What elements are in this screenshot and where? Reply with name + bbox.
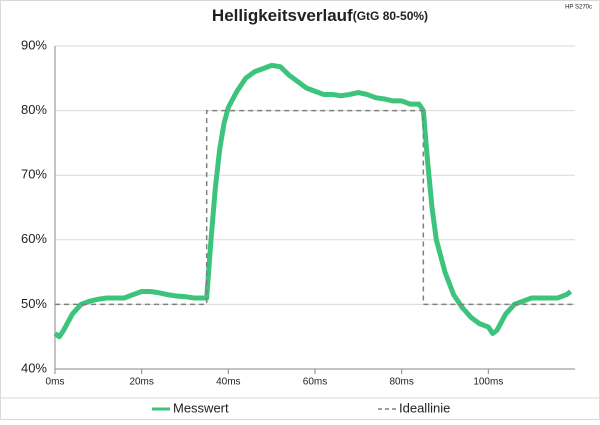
chart-title: Helligkeitsverlauf(GtG 80-50%) [212, 6, 428, 25]
title: Helligkeitsverlauf [212, 6, 353, 25]
x-tick-label: 80ms [389, 377, 413, 388]
y-tick-label: 80% [21, 102, 47, 117]
series-line [55, 109, 575, 306]
series-line [53, 62, 573, 340]
y-tick-label: 50% [21, 296, 47, 311]
device-note: HP S270c [565, 5, 592, 11]
x-tick-label: 40ms [216, 377, 240, 388]
x-tick-label: 60ms [303, 377, 327, 388]
x-tick-label: 100ms [473, 377, 503, 388]
y-tick-label: 40% [21, 360, 47, 375]
subtitle: (GtG 80-50%) [353, 9, 428, 23]
legend-label: Messwert [173, 400, 229, 415]
y-tick-label: 60% [21, 231, 47, 246]
legend-label: Ideallinie [399, 400, 450, 415]
x-tick-label: 0ms [46, 377, 65, 388]
y-tick-label: 90% [21, 37, 47, 52]
x-tick-label: 20ms [129, 377, 153, 388]
y-tick-label: 70% [21, 167, 47, 182]
